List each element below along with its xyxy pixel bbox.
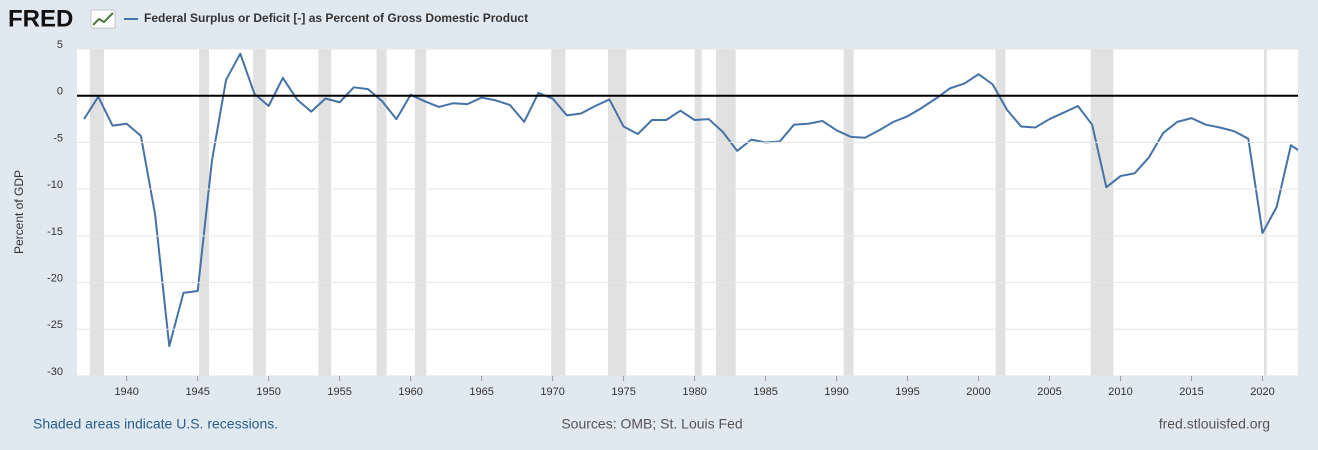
recession-band <box>253 49 266 376</box>
site: fred.stlouisfed.org <box>1159 416 1270 432</box>
y-tick-label: 5 <box>57 39 63 51</box>
x-tick-label: 1975 <box>611 386 635 398</box>
recession-band <box>414 49 427 376</box>
legend-label: Federal Surplus or Deficit [-] as Percen… <box>144 11 528 25</box>
y-tick-label: -5 <box>53 132 63 144</box>
logo-icon <box>90 9 116 29</box>
x-tick-label: 2015 <box>1179 386 1203 398</box>
recession-band <box>89 49 104 376</box>
x-tick-label: 1970 <box>540 386 564 398</box>
x-tick-label: 1965 <box>469 386 493 398</box>
x-tick-label: 1940 <box>114 386 138 398</box>
logo: FRED <box>8 5 73 32</box>
y-tick-label: -30 <box>47 366 63 378</box>
y-axis-label: Percent of GDP <box>12 170 26 254</box>
plot-clip <box>83 49 1298 376</box>
series-line <box>83 52 1298 348</box>
x-tick-label: 1960 <box>398 386 422 398</box>
recession-band <box>715 49 736 376</box>
x-tick-label: 2010 <box>1108 386 1132 398</box>
y-tick-label: 0 <box>57 86 63 98</box>
x-tick-label: 2000 <box>966 386 990 398</box>
y-tick-label: -20 <box>47 272 63 284</box>
x-tick-label: 1945 <box>185 386 209 398</box>
y-tick-label: -25 <box>47 319 63 331</box>
y-tick-label: -10 <box>47 179 63 191</box>
y-tick-label: -15 <box>47 226 63 238</box>
recession-band <box>199 49 210 376</box>
recession-band <box>995 49 1006 376</box>
x-tick-label: 1995 <box>895 386 919 398</box>
source: Sources: OMB; St. Louis Fed <box>561 416 742 432</box>
x-tick-label: 2020 <box>1250 386 1274 398</box>
x-tick-label: 1980 <box>682 386 706 398</box>
recession-band <box>551 49 566 376</box>
recession-band <box>843 49 854 376</box>
x-tick-label: 1985 <box>753 386 777 398</box>
x-tick-label: 1950 <box>256 386 280 398</box>
recession-band <box>1263 49 1267 376</box>
recession-note: Shaded areas indicate U.S. recessions. <box>33 416 278 432</box>
recession-band <box>376 49 387 376</box>
x-tick-label: 1990 <box>824 386 848 398</box>
recession-band <box>318 49 332 376</box>
x-tick-label: 2005 <box>1037 386 1061 398</box>
recession-band <box>1090 49 1114 376</box>
recession-band <box>694 49 702 376</box>
x-tick-label: 1955 <box>327 386 351 398</box>
recession-band <box>607 49 627 376</box>
